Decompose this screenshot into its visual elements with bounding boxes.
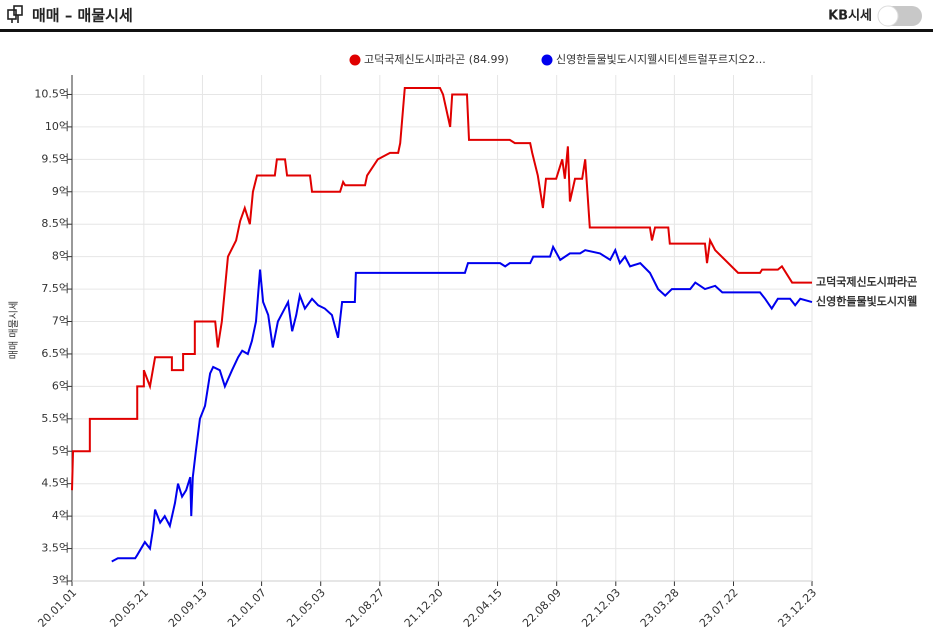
y-tick-label: 9.5억 xyxy=(41,152,69,165)
y-tick-label: 4.5억 xyxy=(41,477,69,490)
header-rule xyxy=(0,29,933,32)
toggle-knob xyxy=(877,5,899,27)
x-tick-label: 21.08.27 xyxy=(343,586,387,630)
x-tick-label: 20.05.21 xyxy=(107,586,151,630)
y-tick-label: 3억 xyxy=(52,574,69,587)
y-tick-label: 10.5억 xyxy=(34,87,69,100)
x-tick-label: 22.08.09 xyxy=(520,586,564,630)
x-tick-label: 22.12.03 xyxy=(579,586,623,630)
y-tick-label: 8.5억 xyxy=(41,217,69,230)
y-tick-label: 5억 xyxy=(52,444,69,457)
x-tick-label: 20.09.13 xyxy=(166,586,210,630)
x-tick-label: 21.01.07 xyxy=(225,586,269,630)
y-tick-label: 3.5억 xyxy=(41,542,69,555)
x-tick-label: 21.12.20 xyxy=(402,586,446,630)
y-tick-label: 4억 xyxy=(52,509,69,522)
y-axis-title: 매매 매물시세 xyxy=(8,301,20,359)
x-tick-label: 23.12.23 xyxy=(775,586,819,630)
y-tick-label: 8억 xyxy=(52,250,69,263)
y-tick-label: 7억 xyxy=(52,315,69,328)
y-tick-label: 7.5억 xyxy=(41,282,69,295)
legend-label: 신영한들물빛도시지웰시티센트럴푸르지오2... xyxy=(556,53,766,66)
header-title: 매매 – 매물시세 xyxy=(32,7,133,25)
x-tick-label: 23.07.22 xyxy=(697,586,741,630)
toggle-label[interactable]: KB시세 xyxy=(828,9,872,24)
y-tick-label: 6억 xyxy=(52,379,69,392)
y-tick-label: 10억 xyxy=(45,120,69,133)
legend-marker xyxy=(349,54,361,66)
x-tick-label: 22.04.15 xyxy=(461,586,505,630)
y-tick-label: 9억 xyxy=(52,185,69,198)
end-label: 신영한들물빛도시지웰 xyxy=(816,294,917,308)
x-tick-label: 21.05.03 xyxy=(284,586,328,630)
y-tick-label: 6.5억 xyxy=(41,347,69,360)
y-tick-label: 5.5억 xyxy=(41,412,69,425)
end-label: 고덕국제신도시파라곤 xyxy=(816,275,917,289)
legend-marker xyxy=(541,54,553,66)
legend-label: 고덕국제신도시파라곤 (84.99) xyxy=(364,53,509,66)
header-icon xyxy=(7,5,23,23)
x-tick-label: 23.03.28 xyxy=(638,586,682,630)
series-line xyxy=(71,86,812,491)
x-tick-label: 20.01.01 xyxy=(35,586,79,630)
series-line xyxy=(111,244,813,563)
